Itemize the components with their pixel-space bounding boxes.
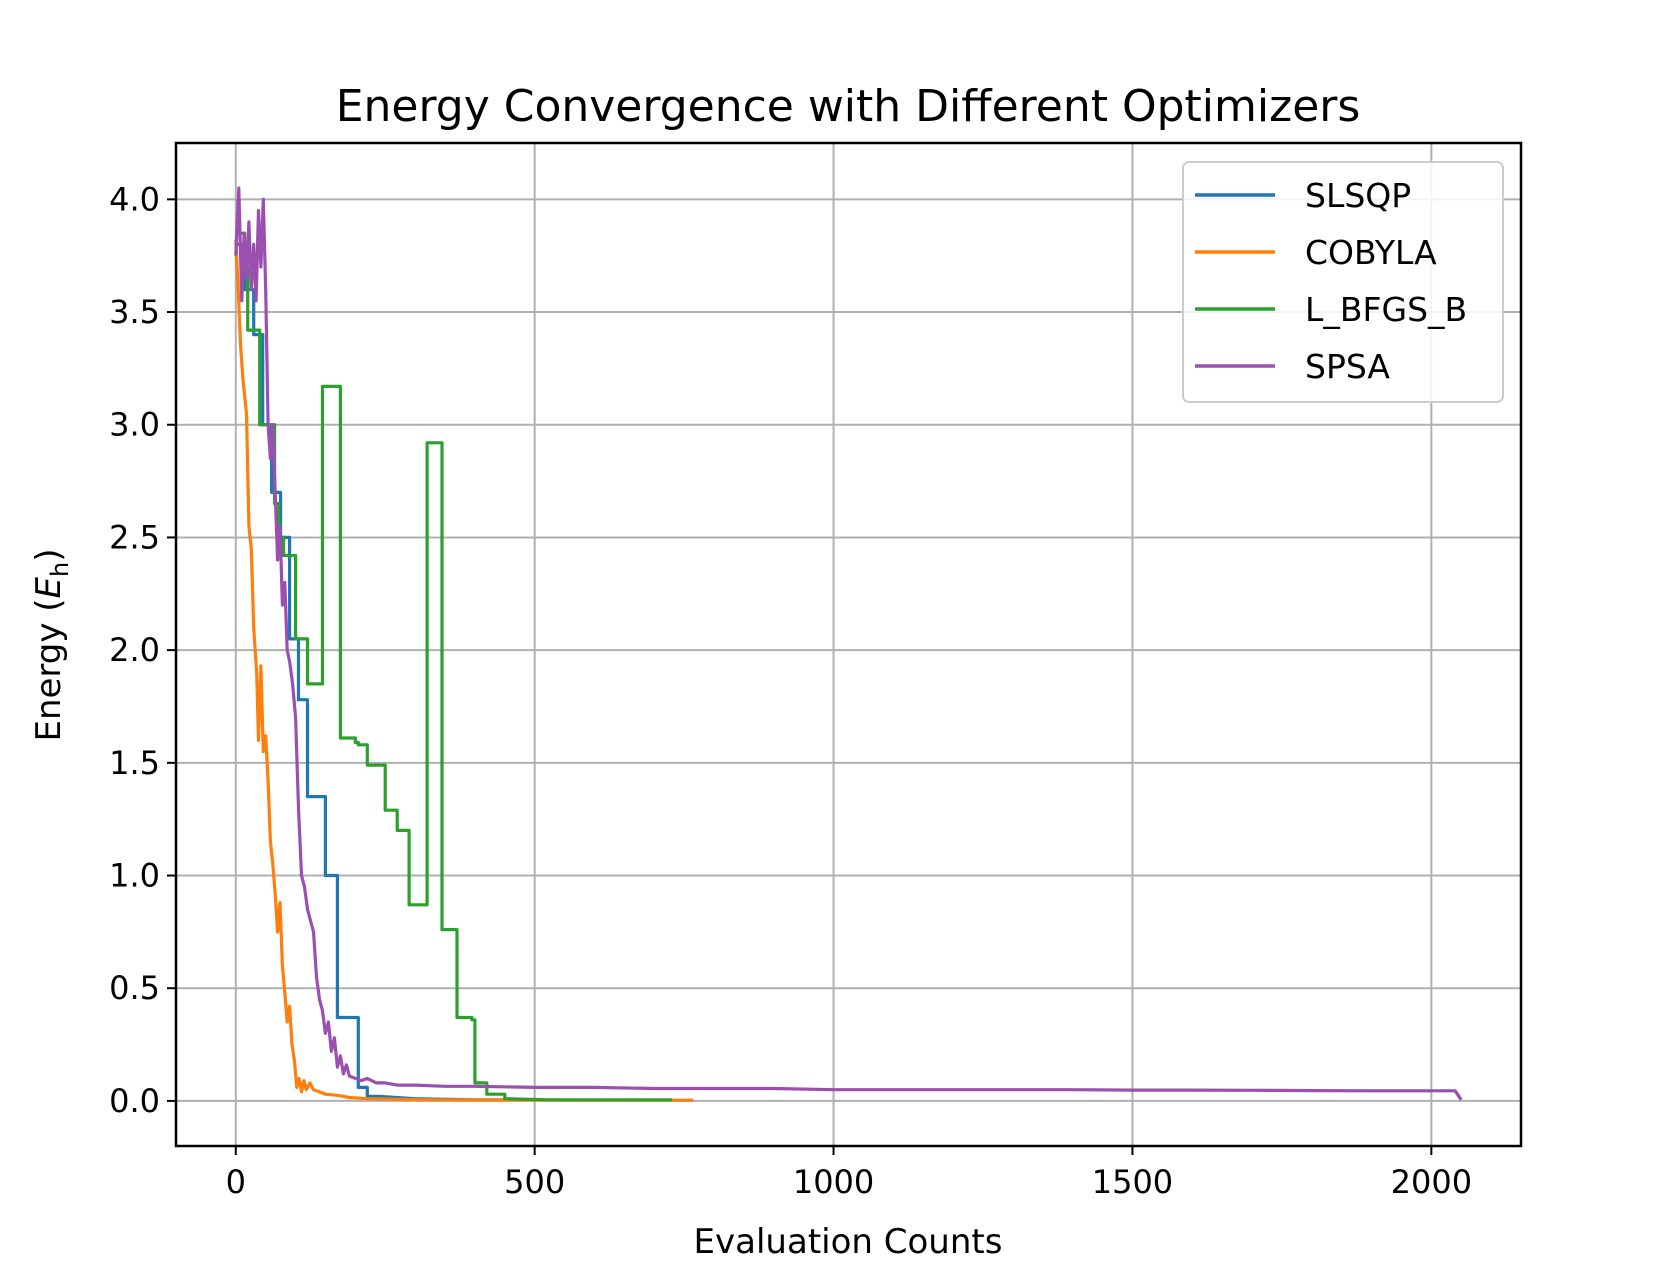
y-tick-label: 1.5	[109, 744, 160, 782]
y-axis-label-close: )	[29, 548, 69, 561]
y-tick-label: 0.5	[109, 969, 160, 1007]
y-axis-label-main: Energy (	[29, 598, 69, 741]
y-axis-label-symbol: E	[29, 576, 69, 598]
legend-label-slsqp: SLSQP	[1305, 176, 1411, 215]
y-tick-label: 3.0	[109, 406, 160, 444]
legend: SLSQP COBYLA L_BFGS_B SPSA	[1182, 161, 1504, 403]
series-layer	[234, 186, 1463, 1102]
y-tick-label: 4.0	[109, 180, 160, 218]
y-tick-label: 0.0	[109, 1082, 160, 1120]
y-tick-label: 3.5	[109, 293, 160, 331]
x-tick-label: 0	[226, 1163, 246, 1201]
x-tick-label: 2000	[1391, 1163, 1472, 1201]
tick-layer: 0 500 1000 1500 2000 0.0 0.5 1.0 1.5 2.0 2.5 3.0 3.5…	[109, 180, 1472, 1201]
series-line-spsa	[234, 186, 1463, 1101]
y-tick-label: 1.0	[109, 857, 160, 895]
legend-label-spsa: SPSA	[1305, 347, 1390, 386]
series-line-l-bfgs-b	[235, 231, 673, 1102]
y-tick-label: 2.0	[109, 631, 160, 669]
y-tick-label: 2.5	[109, 518, 160, 556]
series-line-slsqp	[235, 242, 523, 1102]
y-axis-label-subscript: h	[46, 562, 74, 577]
y-axis-label: Energy (Eh)	[29, 548, 74, 741]
x-tick-label: 1500	[1092, 1163, 1173, 1201]
x-axis-label: Evaluation Counts	[694, 1222, 1003, 1262]
series-line-cobyla	[234, 239, 694, 1102]
chart-title: Energy Convergence with Different Optimi…	[336, 81, 1361, 132]
x-tick-label: 500	[504, 1163, 565, 1201]
legend-label-l-bfgs-b: L_BFGS_B	[1305, 290, 1467, 329]
legend-items: SLSQP COBYLA L_BFGS_B SPSA	[1195, 176, 1467, 386]
axes-frame	[174, 141, 1523, 1148]
legend-box	[1182, 161, 1504, 403]
legend-label-cobyla: COBYLA	[1305, 233, 1437, 272]
x-tick-label: 1000	[793, 1163, 874, 1201]
